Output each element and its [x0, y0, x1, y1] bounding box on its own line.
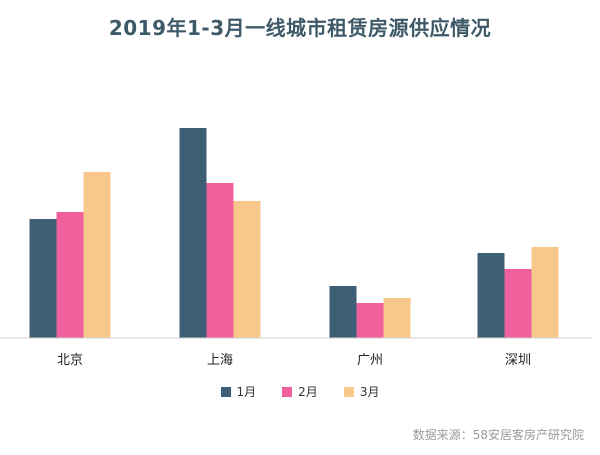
- legend-item-1: 1月: [220, 383, 257, 400]
- bar-深圳-3月: [531, 247, 559, 338]
- category-labels: 北京 上海 广州 深圳: [57, 353, 531, 368]
- legend-swatch-2: [282, 386, 293, 397]
- category-label-北京: 北京: [57, 353, 83, 368]
- bar-上海-2月: [206, 183, 234, 338]
- bar-广州-2月: [356, 303, 384, 338]
- legend-label-3: 3月: [359, 385, 380, 399]
- bar-北京-3月: [83, 172, 111, 338]
- category-label-上海: 上海: [207, 353, 233, 368]
- bar-深圳-1月: [477, 253, 505, 338]
- bar-深圳-2月: [504, 269, 532, 338]
- bar-北京-1月: [29, 219, 57, 338]
- legend: 1月 2月 3月: [0, 383, 600, 400]
- category-label-深圳: 深圳: [505, 353, 531, 368]
- bars-layer: [29, 128, 559, 338]
- bar-广州-1月: [329, 286, 357, 338]
- chart-title: 2019年1-3月一线城市租赁房源供应情况: [108, 16, 492, 40]
- bar-北京-2月: [56, 212, 84, 338]
- bar-上海-3月: [233, 201, 261, 338]
- legend-label-1: 1月: [236, 385, 257, 399]
- legend-swatch-3: [343, 386, 354, 397]
- legend-item-3: 3月: [343, 383, 380, 400]
- legend-swatch-1: [220, 386, 231, 397]
- category-label-广州: 广州: [357, 353, 383, 368]
- legend-item-2: 2月: [282, 383, 318, 400]
- bar-上海-1月: [179, 128, 207, 338]
- source-note: 数据来源：58安居客房产研究院: [412, 428, 584, 442]
- legend-label-2: 2月: [298, 385, 318, 399]
- bar-广州-3月: [383, 298, 411, 338]
